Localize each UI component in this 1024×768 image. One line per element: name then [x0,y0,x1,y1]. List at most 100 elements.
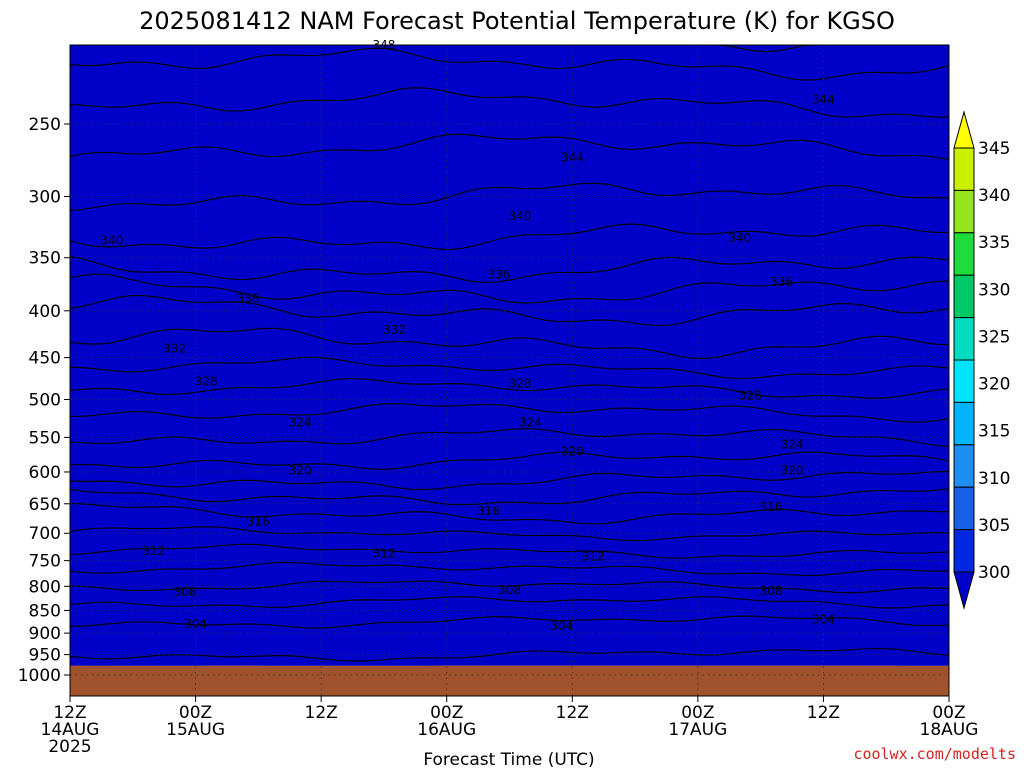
x-tick-label: 16AUG [417,720,476,740]
contour-line [69,377,950,399]
contour-line [69,596,950,609]
ground-surface [70,665,949,696]
y-tick-label: 450 [29,349,61,369]
contour-label: 340 [100,233,123,247]
x-tick-label: 12Z [807,703,840,723]
contour-label: 316 [760,500,783,514]
y-tick-label: 800 [29,577,61,597]
y-tick-label: 250 [29,115,61,135]
contour-line [69,255,950,284]
contour-line [69,647,950,662]
contour-line [69,356,950,380]
contour-label: 320 [289,464,312,478]
contour-label: 328 [739,389,762,403]
y-axis-ticks: 250 300 350 400 450 500 550 600 650 700 750 800 850 9… [18,115,70,686]
x-tick-label: 00Z [179,703,212,723]
credit-text: coolwx.com/modelts [853,745,1016,763]
contour-line [69,182,950,211]
contour-label: 304 [184,617,207,631]
contour-label: 308 [174,585,197,599]
contour-label: 340 [509,209,532,223]
contour-label: 308 [760,584,783,598]
contour-line [69,471,950,491]
plot-frame [69,44,950,697]
y-tick-label: 700 [29,524,61,544]
x-tick-label: 00Z [681,703,714,723]
colorbar-segment [953,401,975,446]
colorbar: 300 305 310 315 320 325 330 335 340 345 [953,110,1010,610]
contour-label: 312 [142,544,165,558]
colorbar-segment [953,444,975,488]
colorbar-label: 315 [978,422,1010,442]
x-tick-label: 2025 [48,737,91,757]
x-axis-label: Forecast Time (UTC) [423,750,594,768]
contour-label: 316 [477,504,500,518]
x-tick-label: 17AUG [668,720,727,740]
contour-line [69,580,950,594]
x-tick-label: 00Z [932,703,965,723]
contour-label: 312 [582,549,605,563]
contour-line [69,87,950,118]
colorbar-segment [953,359,975,403]
contour-label: 328 [509,376,532,390]
contour-line [69,403,950,423]
y-tick-label: 300 [29,187,61,207]
y-tick-label: 600 [29,463,61,483]
colorbar-label: 320 [978,375,1010,395]
contour-line [69,133,950,161]
contour-label: 344 [561,151,584,165]
grid-lines [69,45,950,696]
y-tick-label: 850 [29,601,61,621]
contour-label: 304 [550,619,573,633]
colorbar-label: 335 [978,233,1010,253]
colorbar-label: 310 [978,469,1010,489]
x-tick-label: 18AUG [920,720,979,740]
y-tick-label: 950 [29,646,61,666]
y-tick-label: 900 [29,624,61,644]
y-tick-label: 1000 [18,666,61,686]
colorbar-segment [953,232,975,276]
contour-label: 324 [289,416,312,430]
colorbar-label: 340 [978,186,1010,206]
x-tick-label: 14AUG [41,720,100,740]
colorbar-segment [953,189,975,234]
contour-label: 316 [247,515,270,529]
colorbar-label: 305 [978,516,1010,536]
colorbar-segment [953,529,975,573]
contour-line [69,502,950,525]
contour-label: 320 [561,445,584,459]
contour-label: 304 [812,613,835,627]
colorbar-segment [953,317,975,361]
contour-line [69,615,950,629]
contour-label: 344 [812,92,835,106]
contour-label: 340 [728,231,751,245]
contour-label: 320 [781,464,804,478]
contour-line [69,295,950,327]
contour-label: 324 [519,416,542,430]
colorbar-segment [953,274,975,319]
colorbar-label: 325 [978,327,1010,347]
contour-line [69,428,950,447]
chart-title: 2025081412 NAM Forecast Potential Temper… [139,7,895,35]
colorbar-bottom-arrow [953,571,975,610]
x-tick-label: 12Z [53,703,86,723]
y-tick-label: 750 [29,552,61,572]
contour-line [69,273,950,304]
x-tick-label: 15AUG [166,720,225,740]
contour-label: 332 [383,323,406,337]
contour-label: 324 [781,438,804,452]
contour-label: 336 [770,275,793,289]
theta-contour-lines [69,44,950,662]
colorbar-label: 330 [978,280,1010,300]
contour-label: 308 [498,583,521,597]
x-tick-label: 12Z [556,703,589,723]
colorbar-label: 300 [978,563,1010,583]
contour-line [69,488,950,506]
theta-band [70,45,949,666]
y-tick-label: 650 [29,495,61,515]
colorbar-segment [953,147,975,191]
contour-line [69,526,950,542]
x-tick-label: 00Z [430,703,463,723]
